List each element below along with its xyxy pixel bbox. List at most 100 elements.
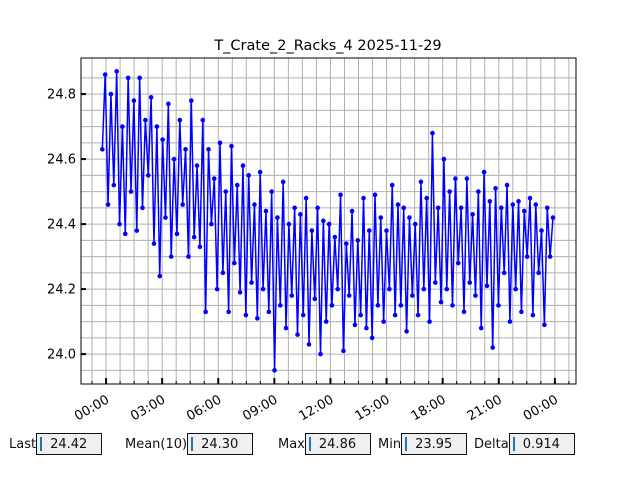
data-point (349, 208, 355, 214)
data-point (137, 75, 142, 81)
data-point (234, 182, 240, 188)
data-point (200, 117, 206, 123)
line-chart: 24.0 24.2 24.4 24.6 24.8 00:00 03:00 06:00 09:00… (47, 38, 577, 424)
data-point (430, 130, 435, 136)
data-point (306, 342, 312, 347)
data-point (275, 215, 280, 220)
delta-field[interactable]: 0.914 (508, 433, 575, 455)
text-cursor (308, 437, 311, 451)
x-tick-label: 00:00 (521, 392, 561, 424)
data-point (323, 319, 329, 324)
data-point (300, 312, 306, 318)
last-label: Last (9, 436, 37, 452)
data-point (122, 231, 128, 237)
data-point (214, 286, 220, 292)
stat-max: Max 24.86 (278, 432, 371, 456)
data-point (303, 195, 309, 201)
y-tick-label: 24.0 (47, 348, 76, 363)
y-tick-label: 24.2 (47, 283, 76, 298)
max-field[interactable]: 24.86 (304, 433, 371, 455)
data-point (464, 176, 470, 181)
data-point (108, 91, 114, 97)
data-point (519, 309, 524, 315)
data-point (171, 156, 177, 162)
data-point (318, 351, 323, 357)
data-point (395, 202, 401, 207)
x-tick-label: 09:00 (240, 392, 280, 424)
x-tick-label: 15:00 (353, 392, 393, 424)
data-series-line (101, 71, 554, 371)
data-point (542, 322, 547, 328)
data-point (473, 293, 478, 298)
data-point (539, 228, 544, 233)
min-field[interactable]: 23.95 (401, 433, 468, 455)
data-point (220, 270, 226, 276)
data-point (458, 205, 464, 211)
data-point (404, 329, 409, 334)
stat-last: Last 24.42 (9, 432, 103, 456)
data-point (384, 228, 389, 233)
data-point (398, 303, 404, 308)
data-point (232, 260, 237, 266)
data-point (438, 299, 444, 305)
data-point (217, 140, 223, 146)
data-point (447, 189, 452, 194)
x-tick-label: 18:00 (409, 392, 449, 424)
data-point (277, 303, 283, 308)
data-point (335, 286, 341, 292)
data-point (427, 319, 432, 324)
data-point (100, 147, 105, 152)
data-point (163, 215, 168, 220)
data-point (312, 296, 318, 302)
data-point (211, 176, 217, 181)
data-point (375, 303, 381, 308)
data-point (117, 221, 122, 227)
data-point (533, 202, 539, 207)
data-point (418, 179, 424, 185)
plot-frame (80, 57, 577, 385)
text-cursor (405, 437, 408, 451)
data-point (151, 241, 157, 246)
data-point (392, 312, 398, 318)
data-point (295, 332, 300, 337)
data-point (521, 208, 527, 214)
data-point (352, 322, 358, 328)
y-tick-label: 24.8 (47, 88, 76, 103)
min-value: 23.95 (415, 436, 453, 452)
data-point (507, 319, 513, 324)
data-point (407, 215, 412, 220)
data-point (358, 312, 363, 318)
mean-field[interactable]: 24.30 (187, 433, 254, 455)
data-point (490, 345, 496, 350)
data-point (372, 192, 378, 198)
data-point (378, 215, 384, 220)
data-point (292, 205, 297, 211)
data-point (260, 286, 266, 292)
data-point (346, 293, 352, 298)
data-point (338, 192, 343, 198)
mean-label: Mean(10) (125, 436, 188, 452)
data-point (168, 254, 174, 259)
data-point (240, 163, 246, 168)
last-field[interactable]: 24.42 (36, 433, 103, 455)
data-point (326, 221, 332, 227)
data-point (255, 316, 260, 321)
data-point (105, 202, 111, 207)
data-point (197, 244, 203, 250)
data-point (194, 163, 200, 168)
data-point (289, 293, 295, 298)
data-point (415, 312, 421, 318)
data-point (128, 189, 134, 194)
data-point (550, 215, 556, 220)
data-point (154, 124, 160, 129)
data-point (229, 143, 234, 149)
data-point (524, 254, 530, 259)
x-tick-label: 03:00 (128, 392, 168, 424)
mean-value: 24.30 (201, 436, 239, 452)
data-point (444, 286, 450, 292)
data-point (493, 186, 498, 191)
data-point (114, 69, 119, 74)
data-point (455, 260, 461, 266)
data-point (461, 309, 467, 315)
x-tick-label: 00:00 (72, 392, 112, 424)
